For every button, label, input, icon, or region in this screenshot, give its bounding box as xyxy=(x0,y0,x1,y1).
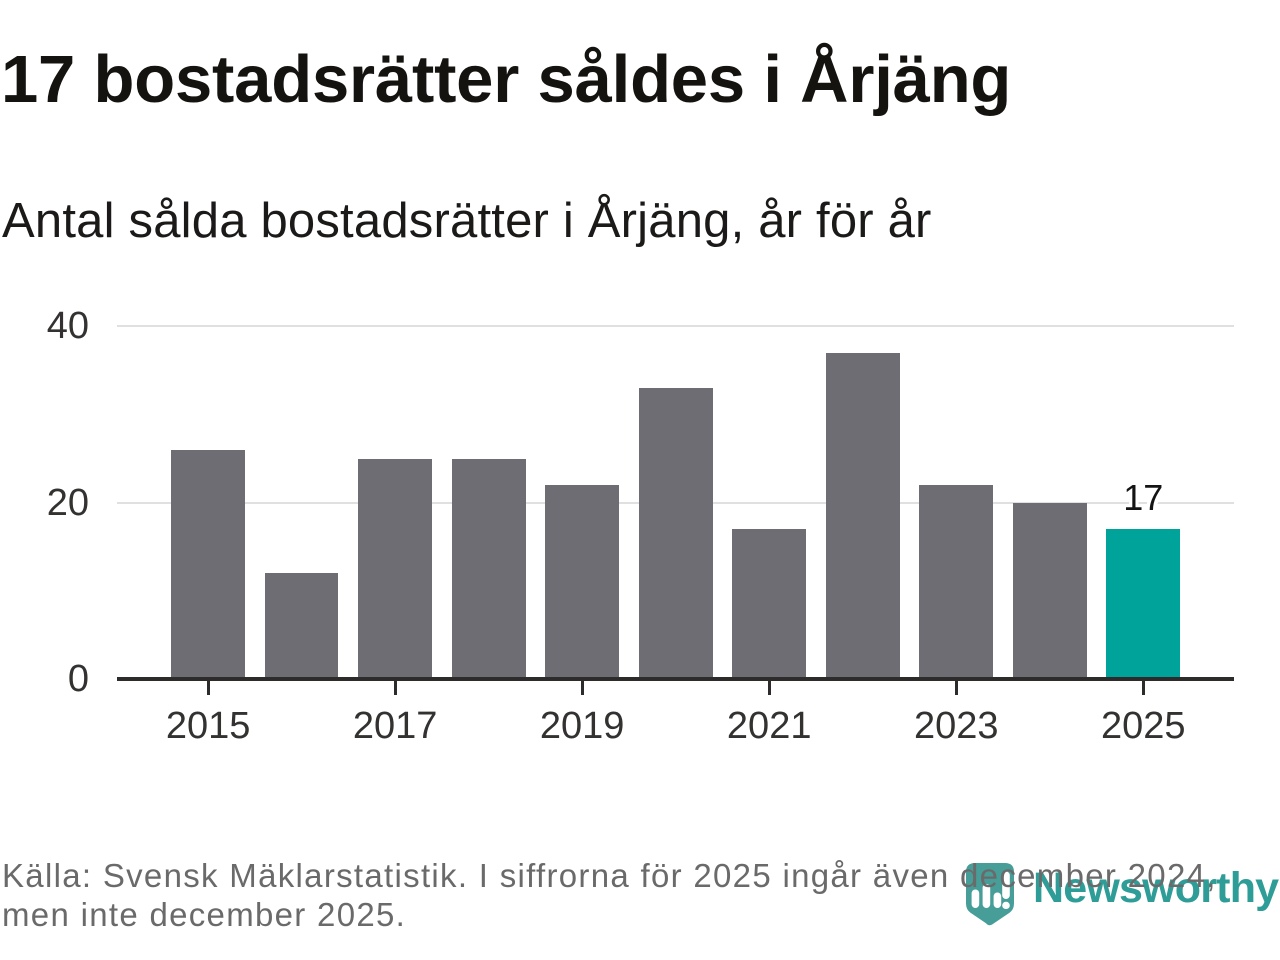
source-note-line: Källa: Svensk Mäklarstatistik. I siffror… xyxy=(2,857,1217,894)
x-axis-tick-2023 xyxy=(954,681,958,695)
y-axis-label-40: 40 xyxy=(46,305,89,348)
bar-2023 xyxy=(919,484,994,679)
x-axis-tick-2015 xyxy=(206,681,210,695)
chart-title: 17 bostadsrätter såldes i Årjäng xyxy=(1,42,1012,117)
chart-subtitle: Antal sålda bostadsrätter i Årjäng, år f… xyxy=(2,194,932,248)
bar-2018 xyxy=(451,458,526,679)
bar-2024 xyxy=(1012,502,1087,679)
source-note-line: men inte december 2025. xyxy=(2,896,407,933)
y-axis-label-0: 0 xyxy=(67,658,89,700)
newsworthy-wordmark: Newsworthy xyxy=(1033,864,1279,912)
y-axis-label-20: 20 xyxy=(46,481,89,524)
bar-2022 xyxy=(825,352,900,679)
bar-2017 xyxy=(358,458,432,679)
bar-2019 xyxy=(545,484,620,679)
gridline-y40 xyxy=(117,325,1234,328)
source-note: Källa: Svensk Mäklarstatistik. I siffror… xyxy=(2,856,1280,934)
bar-value-label: 17 xyxy=(1123,477,1164,519)
bar-2025 xyxy=(1106,529,1181,679)
x-axis-label-2021: 2021 xyxy=(726,705,812,747)
bar-2021 xyxy=(732,529,807,679)
x-axis-label-2023: 2023 xyxy=(913,705,999,747)
bar-2016 xyxy=(264,573,339,679)
bar-2015 xyxy=(171,449,245,679)
x-axis-tick-2021 xyxy=(767,681,771,695)
x-axis-label-2025: 2025 xyxy=(1100,705,1186,747)
bar-2020 xyxy=(638,387,713,679)
x-axis-tick-2025 xyxy=(1141,681,1145,695)
x-axis-tick-2017 xyxy=(393,681,397,695)
x-axis-label-2019: 2019 xyxy=(539,705,625,747)
newsworthy-logo-icon xyxy=(966,863,1014,926)
x-axis-label-2015: 2015 xyxy=(165,705,251,747)
x-axis-line xyxy=(117,677,1234,681)
x-axis-tick-2019 xyxy=(580,681,584,695)
x-axis-label-2017: 2017 xyxy=(352,705,438,747)
